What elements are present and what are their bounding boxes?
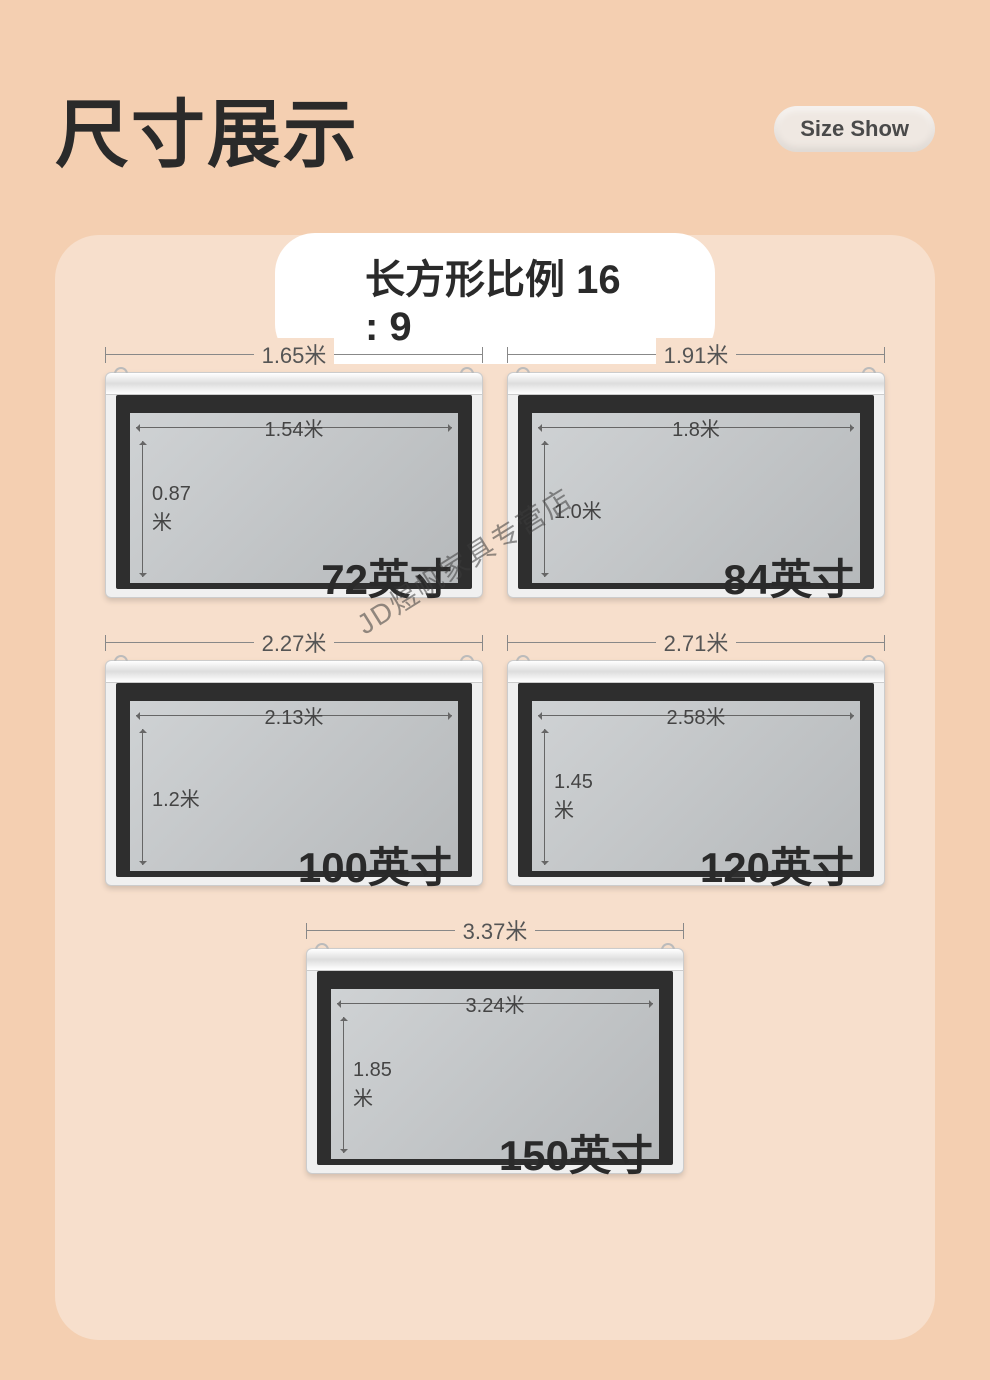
screen-size-label: 150英寸 [499,1122,653,1183]
screen-size-label: 72英寸 [321,546,452,607]
screen-item: 1.91米1.8米1.0米84英寸 [507,340,885,598]
inner-width-dim: 2.58米 [532,705,860,725]
inner-width-dim: 1.8米 [532,417,860,437]
screen-grid: 1.65米 1.54米 0.87米 72英寸 1.91米 1.8米 1.0米 84英寸 2.27… [90,340,900,1174]
inner-height-dim: 1.2米 [134,729,204,865]
screen-item: 3.37米3.24米1.85米150英寸 [306,916,684,1174]
projector-screen-icon: 2.58米1.45米120英寸 [507,660,885,886]
screen-item: 2.71米2.58米1.45米120英寸 [507,628,885,886]
inner-width-dim: 3.24米 [331,993,659,1013]
outer-width-dim: 1.65米 [105,340,483,368]
projector-screen-icon: 1.54米0.87米72英寸 [105,372,483,598]
outer-width-dim: 1.91米 [507,340,885,368]
inner-height-dim: 1.85米 [335,1017,405,1153]
screen-size-label: 100英寸 [298,834,452,895]
inner-height-dim: 1.45米 [536,729,606,865]
projector-screen-icon: 3.24米1.85米150英寸 [306,948,684,1174]
screen-size-label: 120英寸 [700,834,854,895]
size-panel: 长方形比例 16 : 9 1.65米1.54米0.87米72英寸1.91米1.8… [55,235,935,1340]
outer-width-dim: 2.71米 [507,628,885,656]
inner-width-dim: 2.13米 [130,705,458,725]
inner-height-dim: 1.0米 [536,441,606,577]
projector-screen-icon: 2.13米1.2米100英寸 [105,660,483,886]
screen-item: 2.27米2.13米1.2米100英寸 [105,628,483,886]
screen-size-label: 84英寸 [723,546,854,607]
projector-screen-icon: 1.8米1.0米84英寸 [507,372,885,598]
screen-item: 1.65米1.54米0.87米72英寸 [105,340,483,598]
outer-width-dim: 3.37米 [306,916,684,944]
outer-width-dim: 2.27米 [105,628,483,656]
page-title: 尺寸展示 [55,75,359,182]
inner-height-dim: 0.87米 [134,441,204,577]
size-show-badge: Size Show [774,106,935,152]
inner-width-dim: 1.54米 [130,417,458,437]
